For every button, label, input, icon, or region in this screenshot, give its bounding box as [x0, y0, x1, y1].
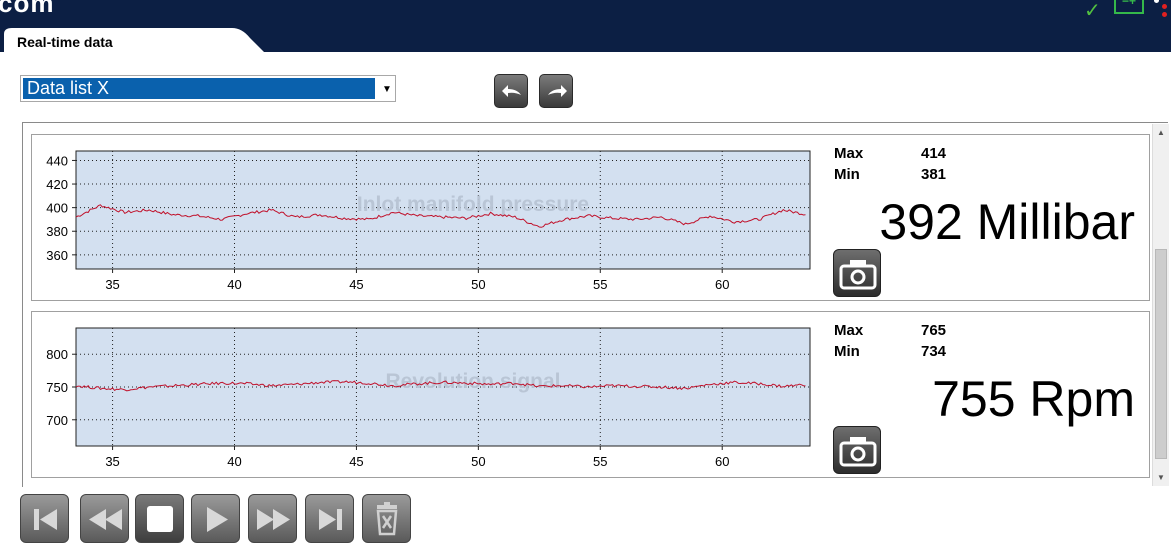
skip-to-end-button[interactable] — [305, 494, 354, 543]
y-tick-label: 380 — [46, 224, 68, 239]
x-tick-label: 35 — [105, 454, 119, 469]
x-tick-label: 40 — [227, 454, 241, 469]
revolution-chart: 35 40 45 50 55 60 700 750 800 Revolution signal — [46, 327, 811, 469]
camera-icon — [839, 260, 877, 290]
pressure-chart: 35 40 45 50 55 60 360 380 400 420 440 Inlot manifol… — [46, 150, 811, 292]
x-tick-label: 35 — [105, 277, 119, 292]
y-tick-label: 420 — [46, 177, 68, 192]
max-value: 414 — [921, 145, 947, 162]
redo-arrow-icon — [548, 85, 567, 97]
delete-button[interactable] — [362, 494, 411, 543]
x-tick-label: 50 — [471, 277, 485, 292]
rewind-button[interactable] — [80, 494, 129, 543]
plot-area — [75, 150, 811, 270]
tab-label: Real-time data — [17, 34, 113, 50]
tab-shape — [4, 28, 266, 54]
series-line — [75, 204, 806, 228]
skip-to-start-icon — [34, 509, 57, 530]
charts-frame — [22, 122, 1168, 487]
x-tick-label: 40 — [227, 277, 241, 292]
x-tick-label: 55 — [593, 277, 607, 292]
y-tick-label: 400 — [46, 201, 68, 216]
max-label: Max — [834, 322, 864, 339]
battery-icon: −+ — [1114, 0, 1144, 14]
chevron-down-icon[interactable]: ▼ — [382, 84, 392, 95]
stop-icon — [147, 506, 173, 532]
y-tick-label: 750 — [46, 380, 68, 395]
redo-arrow-button[interactable] — [539, 74, 573, 108]
max-label: Max — [834, 145, 864, 162]
play-button[interactable] — [191, 494, 240, 543]
scroll-down-arrow-icon[interactable]: ▼ — [1157, 473, 1165, 482]
y-tick-label: 700 — [46, 413, 68, 428]
snapshot-button[interactable] — [833, 249, 881, 297]
scroll-up-arrow-icon[interactable]: ▲ — [1157, 128, 1165, 137]
chart-panel-pressure: 35 40 45 50 55 60 360 380 400 420 440 Inlot manifol… — [31, 134, 1150, 301]
x-tick-label: 55 — [593, 454, 607, 469]
fast-forward-icon — [257, 509, 290, 530]
max-value: 765 — [921, 322, 947, 339]
camera-icon — [839, 437, 877, 467]
series-line — [75, 380, 806, 392]
x-tick-label: 45 — [349, 454, 363, 469]
chart-panel-revolution: 35 40 45 50 55 60 700 750 800 Revolution signal M… — [31, 311, 1150, 478]
app-logo: com — [0, 0, 55, 18]
play-icon — [207, 507, 228, 532]
skip-to-start-button[interactable] — [20, 494, 69, 543]
datalist-select[interactable]: Data list X ▼ — [20, 75, 396, 102]
y-tick-label: 360 — [46, 248, 68, 263]
x-tick-label: 45 — [349, 277, 363, 292]
title-bar: com ✓ −+ Real-time data — [0, 0, 1171, 54]
snapshot-button[interactable] — [833, 426, 881, 474]
tab-real-time-data[interactable]: Real-time data — [4, 28, 266, 54]
x-tick-label: 60 — [715, 454, 729, 469]
x-tick-label: 50 — [471, 454, 485, 469]
min-value: 734 — [921, 343, 947, 360]
undo-arrow-icon — [502, 85, 521, 97]
x-tick-label: 60 — [715, 277, 729, 292]
datalist-selected-value: Data list X — [23, 78, 375, 99]
min-label: Min — [834, 343, 860, 360]
vertical-scrollbar[interactable]: ▲ ▼ — [1152, 124, 1169, 486]
checkmark-icon: ✓ — [1084, 0, 1101, 22]
current-value: 392 Millibar — [879, 194, 1135, 250]
chart-title: Inlot manifold pressure — [357, 193, 589, 216]
plot-area — [75, 327, 811, 447]
min-label: Min — [834, 166, 860, 183]
y-tick-label: 440 — [46, 153, 68, 168]
dots-icon — [1152, 0, 1170, 18]
y-tick-label: 800 — [46, 347, 68, 362]
scrollbar-thumb[interactable] — [1155, 249, 1167, 459]
trash-icon — [376, 502, 398, 536]
chart-title: Revolution signal — [385, 370, 560, 393]
current-value: 755 Rpm — [932, 371, 1135, 427]
skip-to-end-icon — [319, 509, 342, 530]
rewind-icon — [89, 509, 122, 530]
min-value: 381 — [921, 166, 947, 183]
fast-forward-button[interactable] — [248, 494, 297, 543]
stop-button[interactable] — [135, 494, 184, 543]
undo-arrow-button[interactable] — [494, 74, 528, 108]
